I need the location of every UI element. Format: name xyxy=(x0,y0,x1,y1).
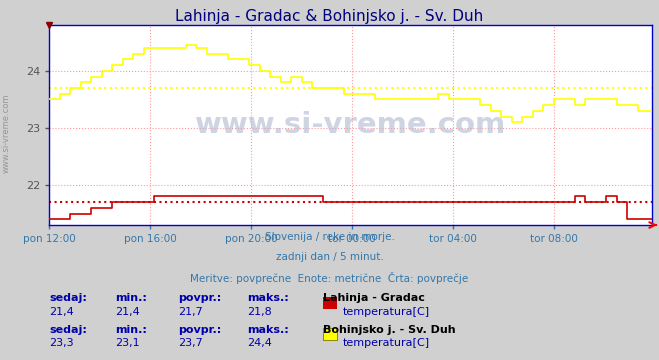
Text: zadnji dan / 5 minut.: zadnji dan / 5 minut. xyxy=(275,252,384,262)
Text: maks.:: maks.: xyxy=(247,325,289,335)
Text: min.:: min.: xyxy=(115,325,147,335)
Text: min.:: min.: xyxy=(115,293,147,303)
Text: Meritve: povprečne  Enote: metrične  Črta: povprečje: Meritve: povprečne Enote: metrične Črta:… xyxy=(190,272,469,284)
Text: sedaj:: sedaj: xyxy=(49,325,87,335)
Text: Lahinja - Gradac & Bohinjsko j. - Sv. Duh: Lahinja - Gradac & Bohinjsko j. - Sv. Du… xyxy=(175,9,484,24)
Text: www.si-vreme.com: www.si-vreme.com xyxy=(195,111,507,139)
Text: 23,3: 23,3 xyxy=(49,338,74,348)
Text: www.si-vreme.com: www.si-vreme.com xyxy=(2,94,11,173)
Text: 21,4: 21,4 xyxy=(115,307,140,317)
Text: 21,4: 21,4 xyxy=(49,307,74,317)
Text: sedaj:: sedaj: xyxy=(49,293,87,303)
Text: 23,1: 23,1 xyxy=(115,338,140,348)
Text: povpr.:: povpr.: xyxy=(178,293,221,303)
Text: Slovenija / reke in morje.: Slovenija / reke in morje. xyxy=(264,232,395,242)
Text: 24,4: 24,4 xyxy=(247,338,272,348)
Text: Bohinjsko j. - Sv. Duh: Bohinjsko j. - Sv. Duh xyxy=(323,325,455,335)
Text: Lahinja - Gradac: Lahinja - Gradac xyxy=(323,293,425,303)
Text: povpr.:: povpr.: xyxy=(178,325,221,335)
Text: temperatura[C]: temperatura[C] xyxy=(343,338,430,348)
Text: maks.:: maks.: xyxy=(247,293,289,303)
Text: temperatura[C]: temperatura[C] xyxy=(343,307,430,317)
Text: 21,8: 21,8 xyxy=(247,307,272,317)
Text: 23,7: 23,7 xyxy=(178,338,203,348)
Text: 21,7: 21,7 xyxy=(178,307,203,317)
